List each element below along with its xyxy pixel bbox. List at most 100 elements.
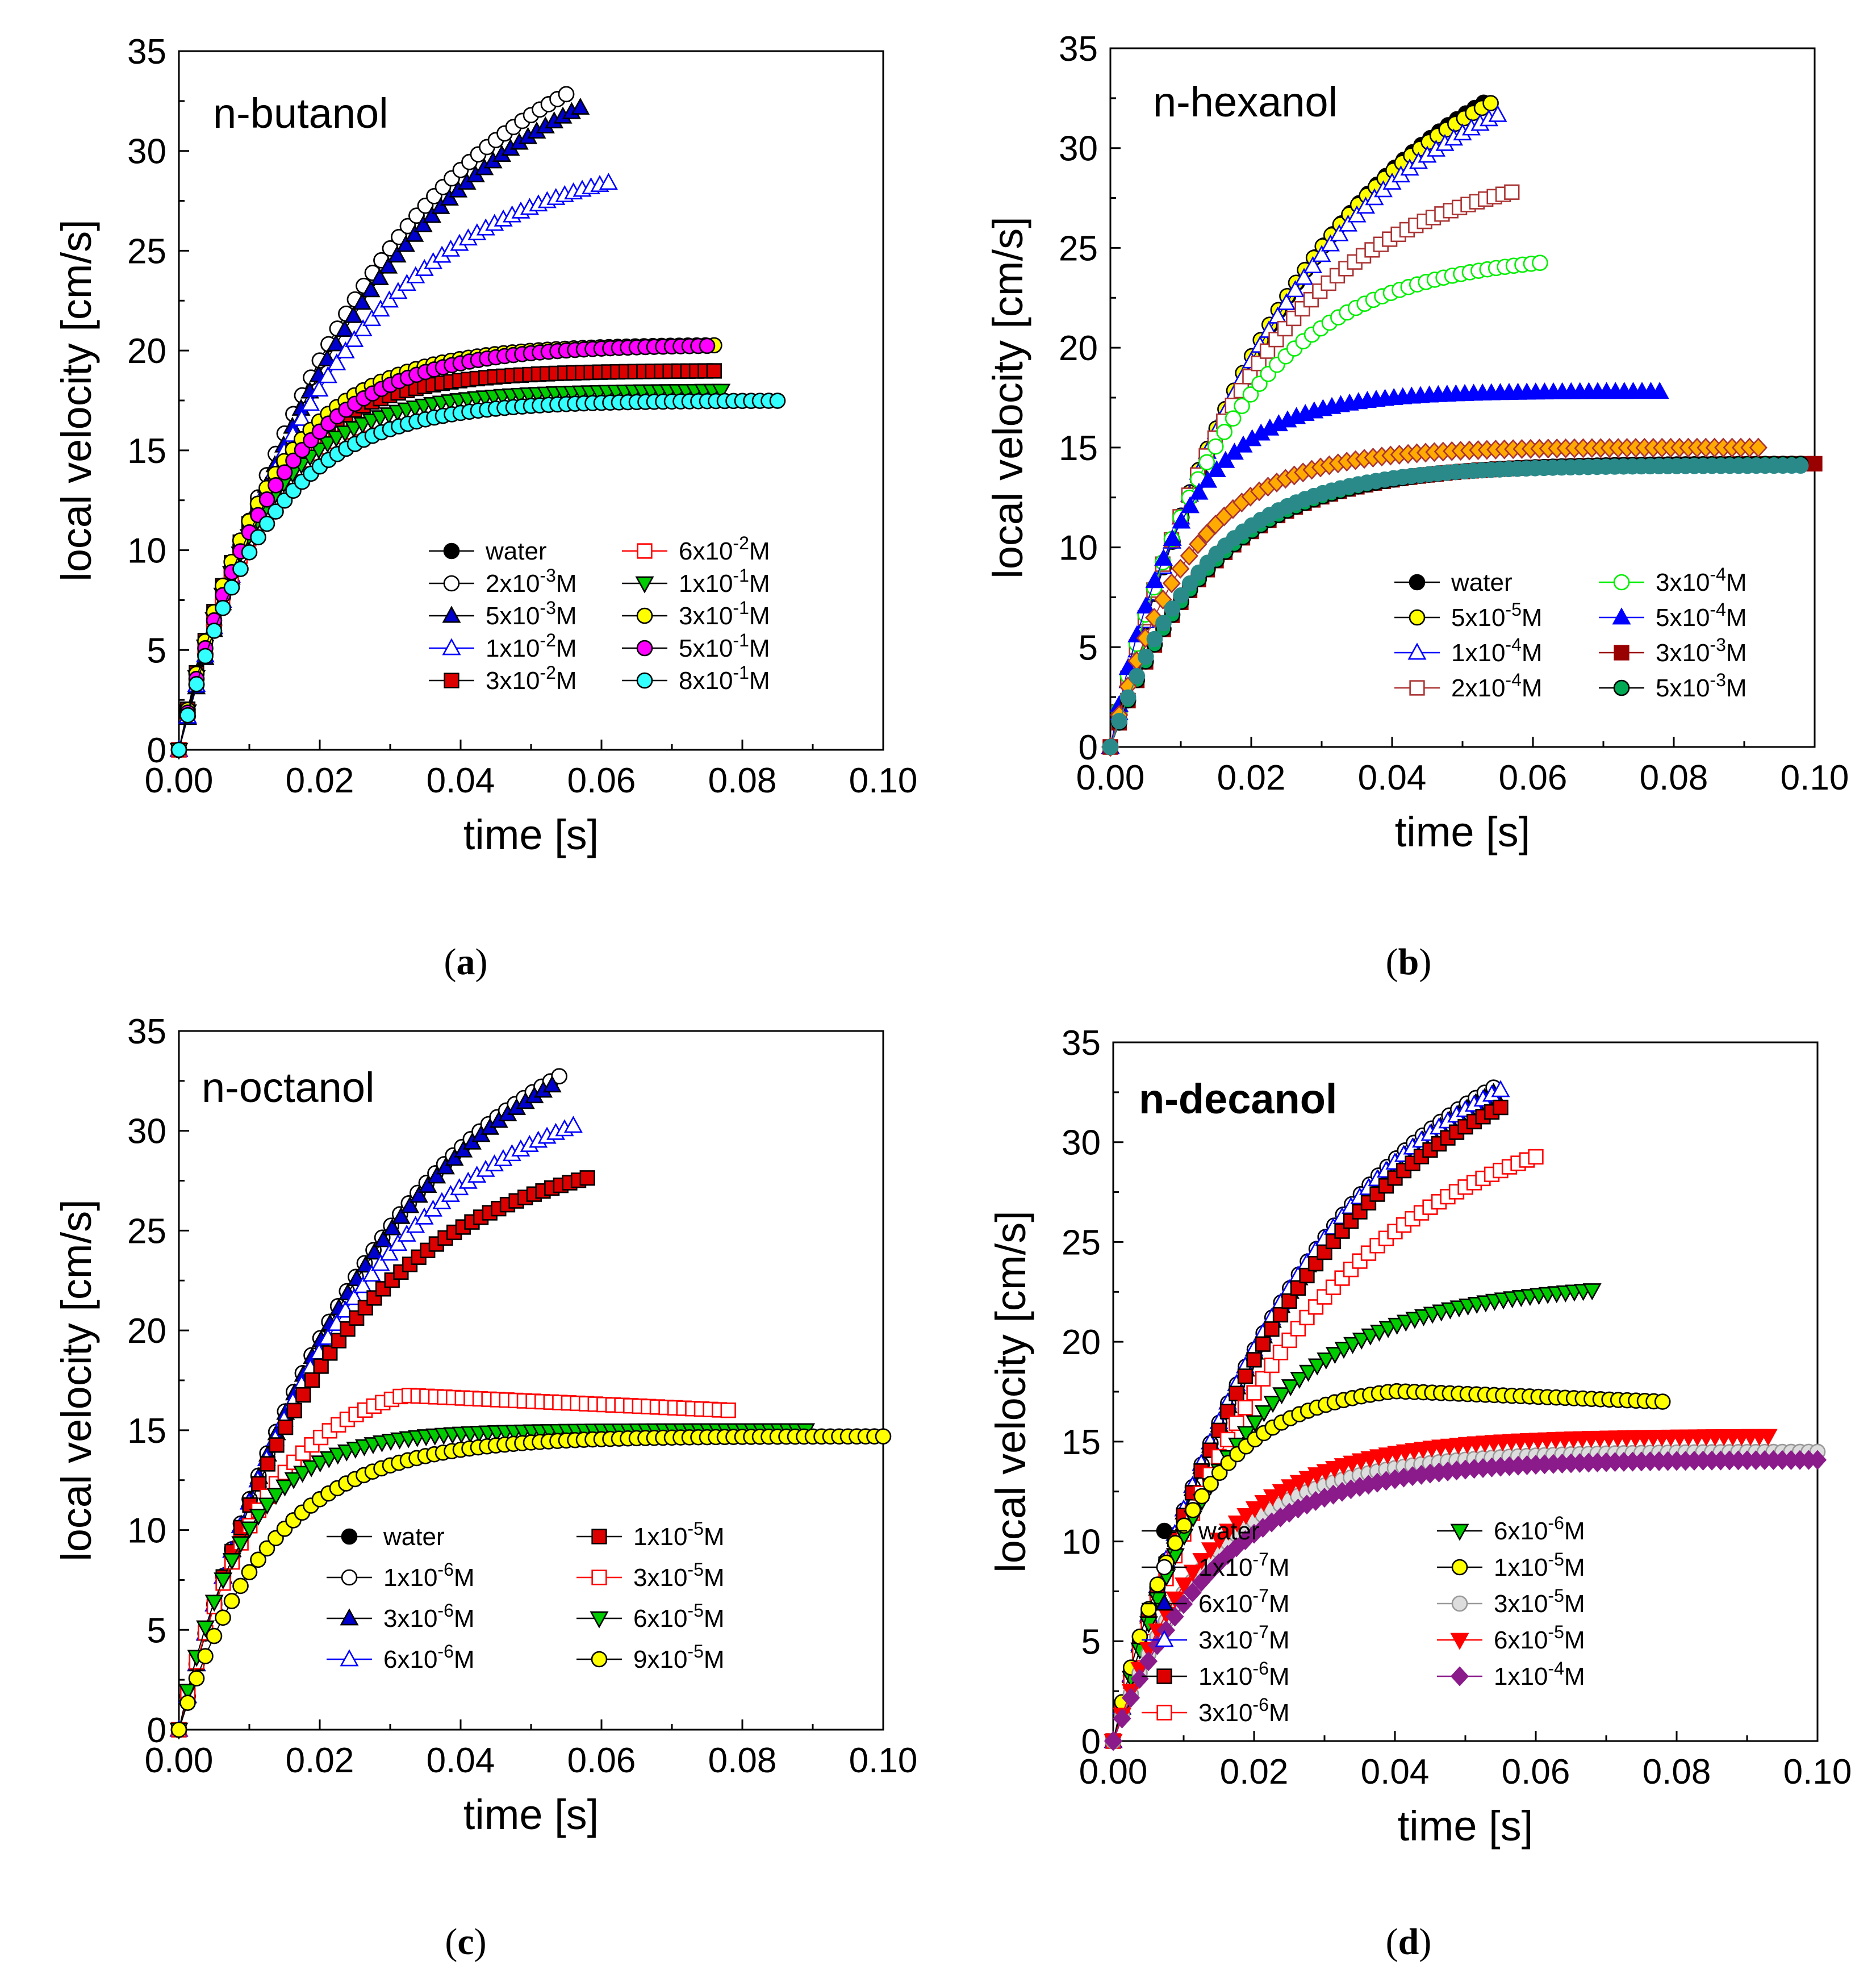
data-point: [249, 1509, 268, 1526]
data-point: [1210, 1533, 1229, 1550]
legend-marker: [1155, 1593, 1174, 1611]
legend-marker: [1612, 607, 1631, 625]
data-point: [1202, 1475, 1219, 1492]
data-point: [1317, 1289, 1332, 1305]
y-tick-label: 25: [1062, 1223, 1101, 1262]
data-point: [1263, 1489, 1282, 1506]
data-point: [405, 224, 424, 242]
data-point: [706, 363, 722, 379]
legend-label: 1x10-7M: [1198, 1549, 1290, 1581]
data-point: [699, 337, 716, 354]
y-tick-label: 10: [1062, 1523, 1101, 1562]
data-point: [1131, 1628, 1148, 1645]
series-water: [1102, 94, 1492, 755]
legend-marker: [340, 1608, 359, 1626]
data-point: [1149, 1576, 1166, 1593]
data-point: [327, 430, 346, 448]
legend-label: 2x10-4M: [1451, 670, 1543, 702]
legend-label: 3x10-1M: [679, 598, 770, 630]
data-point: [1272, 1345, 1289, 1360]
data-point: [563, 1116, 583, 1133]
legend-label: 3x10-4M: [1656, 564, 1747, 596]
y-axis-label: local velocity [cm/s]: [987, 1210, 1034, 1572]
data-point: [1321, 234, 1340, 252]
legend-marker: [636, 672, 653, 689]
legend: water 1x10-6M 3x10-6M 6x10-6M 1x10-5M 3x10-5M…: [327, 1518, 725, 1673]
data-point: [1227, 1515, 1247, 1533]
data-point: [1325, 1279, 1342, 1295]
legend-label: 6x10-6M: [383, 1641, 475, 1673]
series-1x10-5M: [1105, 1383, 1671, 1750]
panel-a: 0.00 0.02 0.04 0.06 0.08 0.10 0 5 10 15 20 25 30 35 ti…: [53, 32, 917, 858]
data-point: [275, 1479, 295, 1497]
data-point: [1183, 1583, 1202, 1603]
data-point: [1216, 450, 1235, 468]
legend-label: 1x10-6M: [1198, 1658, 1290, 1690]
legend-marker: [442, 606, 461, 623]
data-point: [365, 1242, 384, 1260]
data-point: [1272, 1306, 1289, 1323]
legend-label: 1x10-5M: [1494, 1549, 1585, 1581]
y-tick-label: 5: [147, 1611, 166, 1650]
x-tick-label: 0.10: [849, 1741, 918, 1780]
data-point: [1207, 460, 1226, 478]
data-point: [1198, 470, 1218, 488]
y-tick-label: 5: [1081, 1622, 1101, 1662]
data-point: [335, 319, 354, 337]
data-point: [1246, 1415, 1265, 1433]
data-point: [1183, 1564, 1202, 1582]
data-point: [1343, 1213, 1359, 1229]
caption-c: (c): [445, 1921, 486, 1963]
data-point: [188, 1670, 205, 1687]
data-point: [1289, 1475, 1309, 1492]
x-tick-label: 0.08: [1640, 758, 1708, 798]
data-point: [379, 256, 398, 274]
data-point: [1164, 600, 1181, 617]
x-tick-label: 0.08: [708, 761, 777, 800]
data-point: [327, 353, 346, 371]
data-point: [1162, 573, 1181, 594]
data-point: [1255, 1371, 1271, 1387]
data-point: [284, 1472, 303, 1489]
data-point: [1236, 1508, 1256, 1525]
x-tick-label: 0.08: [708, 1741, 777, 1780]
legend-marker: [1450, 1666, 1469, 1687]
data-point: [317, 349, 337, 366]
data-point: [374, 1230, 393, 1247]
data-point: [371, 1254, 390, 1271]
x-tick-label: 0.06: [1502, 1752, 1570, 1792]
data-point: [1330, 224, 1349, 241]
data-point: [206, 623, 223, 639]
legend-label: water: [383, 1523, 445, 1551]
data-point: [1286, 280, 1305, 298]
y-tick-label: 20: [1059, 329, 1098, 368]
legend-label: 3x10-5M: [1494, 1585, 1585, 1618]
data-point: [362, 309, 382, 327]
legend-label: 3x10-6M: [383, 1600, 475, 1633]
data-point: [258, 491, 275, 508]
legend-marker: [1451, 1595, 1468, 1612]
caption-b: (b): [1386, 941, 1432, 983]
data-point: [1347, 205, 1367, 223]
y-tick-label: 5: [1079, 628, 1098, 667]
panel-c: 0.00 0.02 0.04 0.06 0.08 0.10 0 5 10 15 20 25 30 35 ti…: [53, 1012, 917, 1838]
data-point: [250, 1551, 266, 1568]
data-point: [196, 1620, 215, 1638]
data-point: [542, 1075, 562, 1093]
legend-marker: [1409, 574, 1426, 591]
data-point: [383, 1218, 402, 1235]
data-point: [1281, 1479, 1300, 1497]
data-point: [387, 245, 407, 263]
data-point: [232, 1577, 249, 1594]
data-point: [276, 464, 293, 481]
data-point: [1504, 184, 1520, 200]
data-point: [418, 1176, 437, 1193]
data-point: [1482, 95, 1499, 111]
legend-marker: [1450, 1633, 1469, 1650]
data-point: [257, 1497, 277, 1515]
data-point: [311, 1455, 330, 1473]
data-point: [1173, 587, 1189, 604]
x-tick-label: 0.10: [849, 761, 918, 800]
data-point: [295, 1387, 311, 1403]
